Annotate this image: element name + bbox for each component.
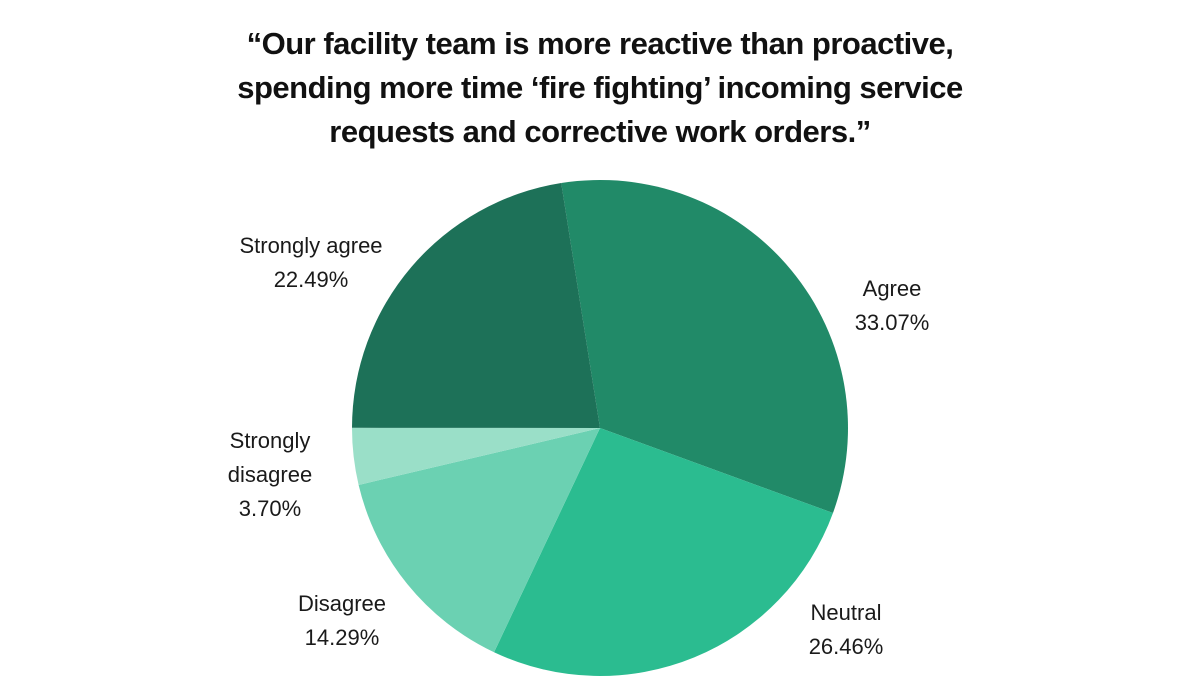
pie-slice-strongly-agree xyxy=(352,183,600,428)
pie-label-neutral: Neutral 26.46% xyxy=(809,596,884,664)
pie-slice-strongly-disagree xyxy=(351,427,600,485)
chart-title-line-1: “Our facility team is more reactive than… xyxy=(246,26,954,61)
pie-label-disagree-percent: 14.29% xyxy=(304,625,380,650)
pie-label-neutral-category: Neutral xyxy=(810,600,882,625)
pie-label-neutral-percent: 26.46% xyxy=(808,634,884,659)
pie-label-disagree: Disagree 14.29% xyxy=(298,587,386,655)
pie-label-strongly-agree-category: Strongly agree xyxy=(239,233,383,258)
pie-label-strongly-agree-percent: 22.49% xyxy=(273,267,349,292)
chart-title-line-3: requests and corrective work orders.” xyxy=(329,114,871,149)
pie-label-agree-percent: 33.07% xyxy=(854,310,930,335)
pie-slice-disagree xyxy=(358,428,600,653)
pie-label-strongly-disagree-percent: 3.70% xyxy=(238,496,302,521)
pie-label-strongly-disagree: Strongly disagree 3.70% xyxy=(205,424,335,526)
pie-slice-neutral xyxy=(494,428,833,676)
chart-title-line-2: spending more time ‘fire fighting’ incom… xyxy=(237,70,963,105)
chart-title: “Our facility team is more reactive than… xyxy=(0,22,1200,154)
pie-slice-agree xyxy=(561,179,848,513)
pie-label-strongly-disagree-category: Strongly disagree xyxy=(227,428,313,487)
pie-label-agree: Agree 33.07% xyxy=(855,272,930,340)
pie-label-disagree-category: Disagree xyxy=(297,591,387,616)
pie-label-agree-category: Agree xyxy=(862,276,922,301)
pie-label-strongly-agree: Strongly agree 22.49% xyxy=(239,229,382,297)
